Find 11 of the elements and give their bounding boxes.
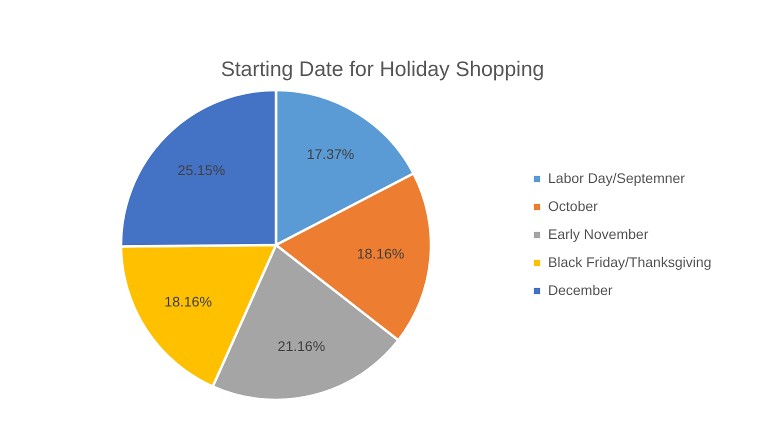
data-label: 17.37% [306, 146, 354, 162]
legend-label: October [548, 198, 598, 214]
data-label: 18.16% [164, 294, 212, 310]
data-label: 25.15% [178, 162, 226, 178]
data-label: 21.16% [278, 338, 326, 354]
legend-label: December [548, 282, 613, 298]
data-label: 18.16% [356, 246, 404, 262]
legend-label: Black Friday/Thanksgiving [548, 254, 712, 270]
legend-label: Early November [548, 226, 649, 242]
legend-label: Labor Day/Septemner [548, 170, 686, 186]
chart-title: Starting Date for Holiday Shopping [220, 58, 544, 81]
